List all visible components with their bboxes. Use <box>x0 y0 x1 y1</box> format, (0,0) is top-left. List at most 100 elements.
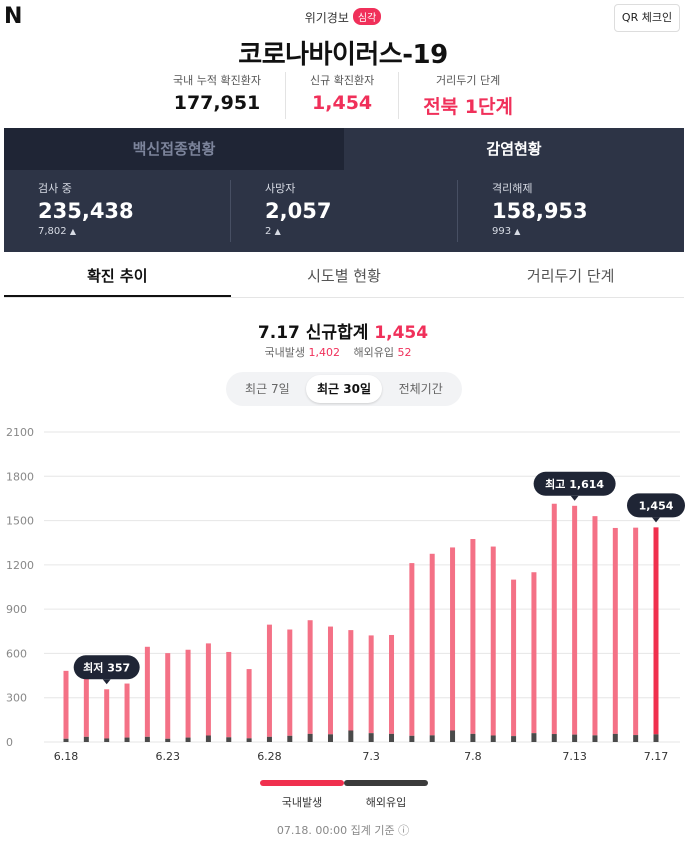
summary-value: 177,951 <box>173 92 261 114</box>
y-tick-label: 600 <box>6 647 27 660</box>
bar-domestic <box>633 527 639 736</box>
bar-overseas <box>327 734 333 742</box>
bar-domestic <box>124 683 130 738</box>
tab-trend[interactable]: 확진 추이 <box>4 254 231 297</box>
bar-domestic <box>531 572 537 734</box>
bar-overseas <box>205 735 211 742</box>
naver-logo[interactable]: N <box>4 4 23 29</box>
legend-overseas-swatch <box>344 780 428 786</box>
x-tick-label: 7.8 <box>464 750 482 763</box>
summary-value[interactable]: 전북 1단계 <box>423 96 513 118</box>
bar-overseas <box>490 735 496 742</box>
stat-delta-value: 7,802 <box>38 226 67 237</box>
alert-label: 위기경보 <box>304 11 349 25</box>
bar-overseas <box>450 730 456 742</box>
bar-domestic <box>450 547 456 731</box>
tab-infection[interactable]: 감염현황 <box>344 128 684 170</box>
tooltip-pointer <box>570 495 579 501</box>
tab-region[interactable]: 시도별 현황 <box>307 267 381 285</box>
confirmed-cases-chart: 0 300 600 900 1200 1500 1800 2100 6.18 6.23 6.28 7.… <box>6 426 685 763</box>
bar-domestic <box>653 527 659 735</box>
y-tick-label: 1500 <box>6 515 34 528</box>
stat-delta: 993 ▲ <box>492 226 684 237</box>
bar-overseas <box>592 735 598 742</box>
x-tick-label: 7.17 <box>644 750 669 763</box>
bar-domestic <box>429 553 435 736</box>
bar-domestic <box>226 651 232 738</box>
range-30days[interactable]: 최근 30일 <box>305 375 383 403</box>
page-title: 코로나바이러스-19 <box>238 40 448 70</box>
stat-label: 검사 중 <box>38 182 72 195</box>
bar-domestic <box>490 546 496 736</box>
data-timestamp: 07.18. 00:00 집계 기준 ⓘ <box>276 824 410 837</box>
bar-domestic <box>470 539 476 734</box>
range-selector: 최근 7일 최근 30일 전체기간 <box>226 372 462 406</box>
overseas-label: 해외유입 <box>353 346 394 359</box>
bar-domestic <box>612 527 618 734</box>
up-triangle-icon: ▲ <box>274 227 281 236</box>
bar-domestic <box>551 503 557 735</box>
bar-domestic <box>368 635 374 734</box>
qr-checkin-button[interactable]: QR 체크인 <box>614 4 680 32</box>
stat-delta: 7,802 ▲ <box>38 226 230 237</box>
bar-overseas <box>429 735 435 742</box>
tooltip-pointer <box>652 517 660 523</box>
tooltip-label: 최저 357 <box>83 660 130 674</box>
stat-label: 사망자 <box>265 182 296 195</box>
daily-headline: 7.17 신규합계 1,454 <box>0 318 686 343</box>
tab-distancing[interactable]: 거리두기 단계 <box>526 267 615 285</box>
y-tick-label: 2100 <box>6 426 34 439</box>
bar-domestic <box>63 670 69 739</box>
summary-bar: 국내 누적 확진환자 177,951 신규 확진환자 1,454 거리두기 단계… <box>0 72 686 119</box>
legend-domestic: 국내발생 <box>260 780 344 810</box>
summary-label: 신규 확진환자 <box>309 74 375 87</box>
chart-legend: 국내발생 해외유입 <box>260 780 428 810</box>
bar-overseas <box>572 734 578 742</box>
tooltip-bubble <box>73 655 140 680</box>
bar-overseas <box>612 733 618 742</box>
bar-overseas <box>633 735 639 742</box>
x-tick-label: 6.23 <box>155 750 180 763</box>
x-tick-label: 6.18 <box>54 750 79 763</box>
bar-overseas <box>83 736 89 742</box>
y-tick-label: 0 <box>6 736 13 749</box>
bar-overseas <box>470 733 476 742</box>
legend-domestic-label: 국내발생 <box>281 796 323 809</box>
overseas-value: 52 <box>397 346 412 359</box>
summary-new: 신규 확진환자 1,454 <box>284 72 398 119</box>
bar-domestic <box>348 630 354 731</box>
status-panel: 백신접종현황 감염현황 검사 중 235,438 7,802 ▲ 사망자 2,0… <box>4 128 684 252</box>
stat-delta-value: 993 <box>492 226 512 237</box>
range-all[interactable]: 전체기간 <box>398 382 443 396</box>
headline-total: 1,454 <box>374 323 429 343</box>
bar-domestic <box>83 677 89 737</box>
bar-domestic <box>389 634 395 734</box>
legend-domestic-swatch <box>260 780 344 786</box>
y-tick-label: 1800 <box>6 470 34 483</box>
stat-value: 2,057 <box>265 199 332 223</box>
bar-overseas <box>287 735 293 742</box>
chart-subtabs: 확진 추이 시도별 현황 거리두기 단계 <box>4 254 684 298</box>
y-tick-label: 1200 <box>6 559 34 572</box>
tooltip-label: 최고 1,614 <box>545 477 604 491</box>
summary-distancing: 거리두기 단계 전북 1단계 <box>398 72 537 119</box>
y-tick-label: 300 <box>6 692 27 705</box>
stat-delta-value: 2 <box>265 226 272 237</box>
bar-overseas <box>368 733 374 742</box>
tooltip-label: 1,454 <box>639 499 674 512</box>
tab-vaccination[interactable]: 백신접종현황 <box>4 128 344 170</box>
bar-overseas <box>124 737 130 742</box>
bar-domestic <box>409 563 415 736</box>
range-7days[interactable]: 최근 7일 <box>245 382 290 396</box>
domestic-label: 국내발생 <box>264 346 305 359</box>
bar-domestic <box>205 643 211 736</box>
stat-value: 158,953 <box>492 199 588 223</box>
tooltip-bubble <box>533 471 616 496</box>
bar-domestic <box>287 629 293 736</box>
bar-overseas <box>348 730 354 742</box>
stat-label: 격리해제 <box>492 182 533 195</box>
bar-overseas <box>307 733 313 742</box>
panel-tabs: 백신접종현황 감염현황 <box>4 128 684 170</box>
stat-released: 격리해제 158,953 993 ▲ <box>457 180 684 242</box>
bar-overseas <box>551 734 557 742</box>
